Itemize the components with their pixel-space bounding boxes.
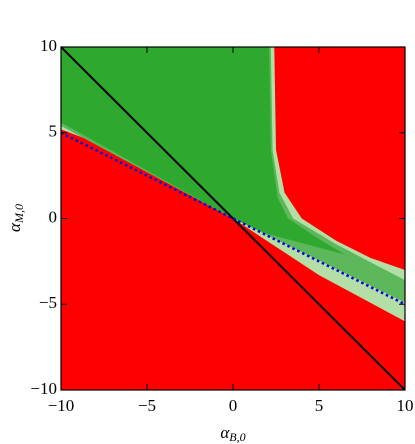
- y-tick-label: 5: [49, 122, 58, 141]
- y-label-symbol: α: [5, 222, 24, 232]
- y-tick-label: −5: [39, 293, 57, 312]
- y-tick-label: 0: [49, 207, 58, 226]
- y-tick-label: 10: [40, 36, 57, 55]
- x-tick-label: 5: [315, 396, 324, 415]
- x-label-symbol: α: [220, 423, 230, 442]
- x-tick-label: −5: [138, 396, 156, 415]
- x-axis-label: αB,0: [220, 423, 245, 444]
- x-tick-label: 10: [397, 396, 414, 415]
- y-label-subscript: M,0: [12, 204, 26, 224]
- plot-area: [61, 47, 405, 390]
- y-axis-label: αM,0: [5, 204, 26, 232]
- line: [61, 131, 405, 306]
- y-tick-label: −10: [30, 379, 57, 398]
- x-label-subscript: B,0: [229, 430, 245, 444]
- region: [61, 47, 345, 255]
- x-tick-label: 0: [229, 396, 238, 415]
- x-tick-label: −10: [48, 396, 75, 415]
- line: [61, 47, 405, 390]
